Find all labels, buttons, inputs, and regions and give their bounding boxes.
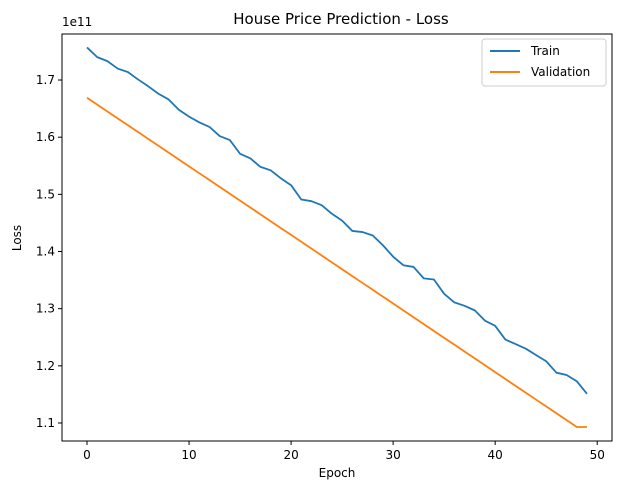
y-tick-label: 1.3 bbox=[36, 302, 55, 316]
series-line-validation bbox=[86, 96, 587, 428]
chart-title: House Price Prediction - Loss bbox=[233, 10, 449, 28]
y-offset-label: 1e11 bbox=[62, 15, 92, 29]
y-tick-label: 1.7 bbox=[36, 73, 55, 87]
series-line-train bbox=[86, 46, 588, 395]
y-tick-label: 1.5 bbox=[36, 187, 55, 201]
legend: Train Validation bbox=[481, 38, 607, 87]
y-tick-label: 1.1 bbox=[36, 416, 55, 430]
legend-validation-label: Validation bbox=[531, 65, 590, 79]
x-tick-label: 0 bbox=[83, 448, 91, 462]
y-axis-label: Loss bbox=[10, 225, 24, 251]
y-tick-label: 1.2 bbox=[36, 359, 55, 373]
y-tick-label: 1.6 bbox=[36, 130, 55, 144]
x-axis-label: Epoch bbox=[319, 466, 356, 480]
y-tick-label: 1.4 bbox=[36, 245, 55, 259]
x-tick-label: 10 bbox=[181, 448, 196, 462]
legend-train-label: Train bbox=[530, 44, 560, 58]
x-tick-label: 50 bbox=[590, 448, 605, 462]
plot-frame bbox=[61, 33, 613, 442]
x-tick-label: 20 bbox=[283, 448, 298, 462]
x-tick-label: 40 bbox=[488, 448, 503, 462]
x-tick-label: 30 bbox=[385, 448, 400, 462]
